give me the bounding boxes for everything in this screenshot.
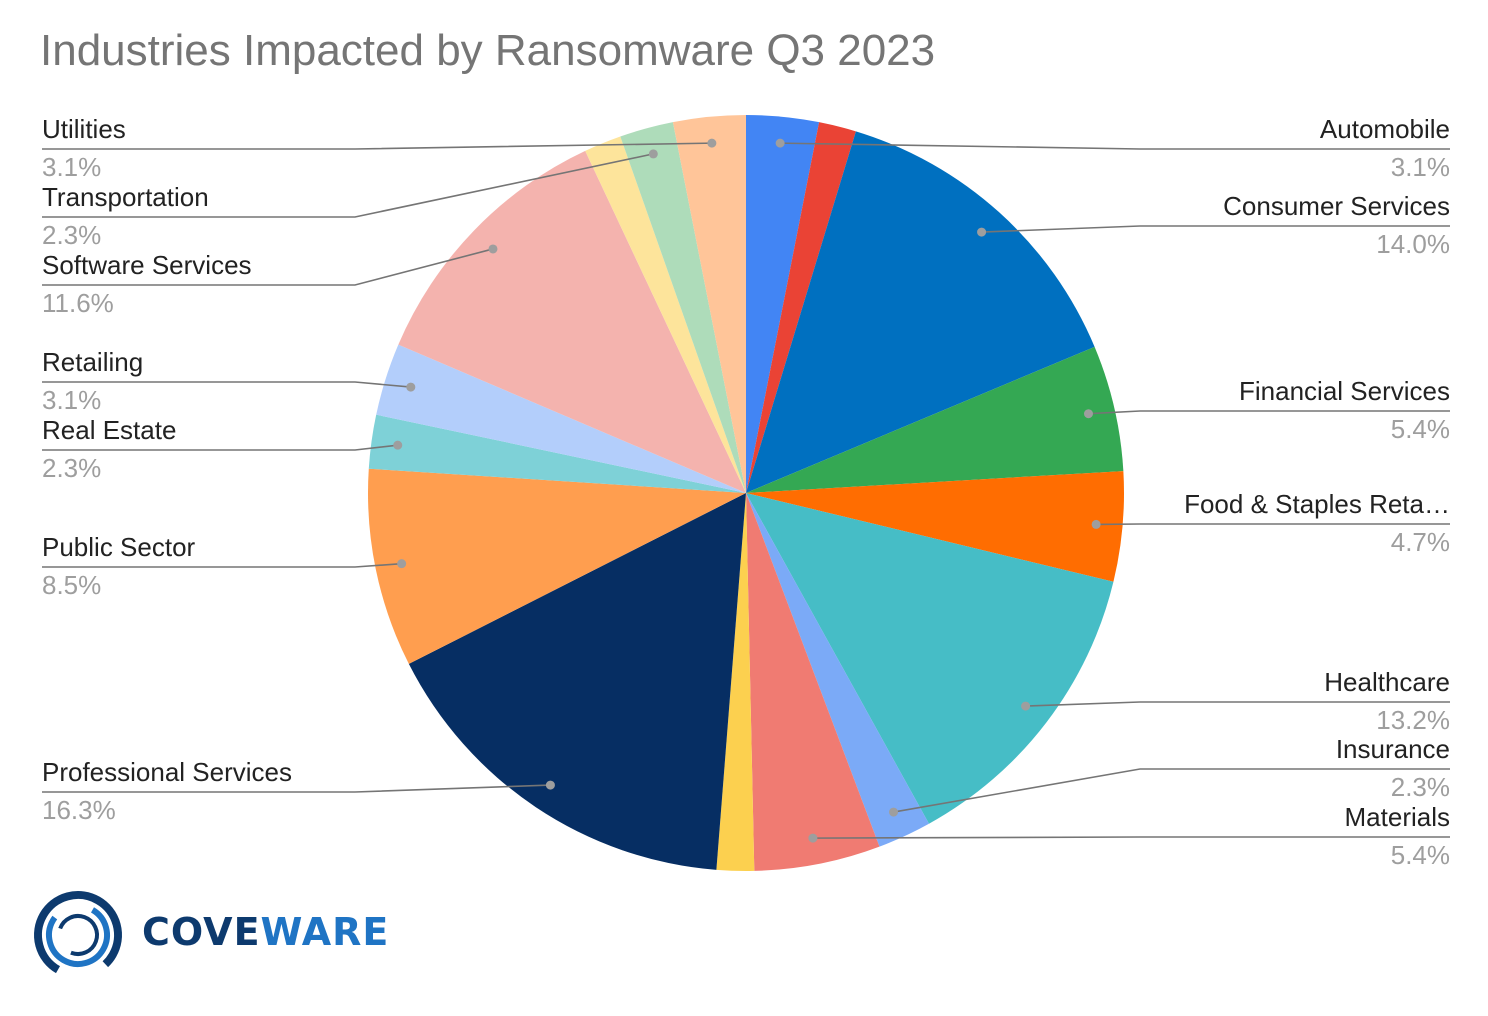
leader-dot-materials (808, 833, 818, 843)
pie-slice-unlabeled-1 (746, 122, 856, 494)
coveware-logo-icon (34, 891, 122, 979)
slice-percent-healthcare: 13.2% (1376, 705, 1450, 735)
leader-line-transportation (42, 153, 654, 218)
coveware-wordmark: COVEWARE (142, 910, 390, 954)
leader-dot-financial-services (1083, 409, 1093, 419)
leader-dot-public-sector (397, 559, 407, 569)
slice-percent-materials: 5.4% (1391, 840, 1450, 870)
slice-label-healthcare: Healthcare (1324, 667, 1450, 697)
pie-slice-transportation (620, 122, 746, 494)
leader-dot-transportation (648, 149, 658, 159)
leader-dot-insurance (889, 807, 899, 817)
chart-title: Industries Impacted by Ransomware Q3 202… (40, 26, 936, 75)
pie-slice-materials (746, 493, 880, 871)
leader-line-retailing (42, 381, 411, 388)
pie-slice-retailing (376, 344, 746, 493)
leader-dot-food-staples-reta (1091, 519, 1101, 529)
slice-label-public-sector: Public Sector (42, 532, 196, 562)
slice-label-food-staples-reta: Food & Staples Reta… (1184, 489, 1450, 519)
leader-line-software-services (42, 248, 494, 286)
leader-lines (42, 138, 1450, 843)
slice-percent-transportation: 2.3% (42, 220, 101, 250)
pie-slice-consumer-services (746, 131, 1095, 494)
pie-slice-automobile (746, 115, 820, 493)
pie-slice-unlabeled-14 (585, 136, 746, 493)
leader-dot-retailing (406, 382, 416, 392)
pie-slice-professional-services (408, 493, 746, 870)
coveware-logo: COVEWARE (32, 890, 388, 980)
pie-slice-unlabeled-8 (716, 493, 755, 872)
pie-slice-public-sector (368, 468, 746, 664)
pie-slice-financial-services (746, 346, 1124, 493)
slice-percent-consumer-services: 14.0% (1376, 229, 1450, 259)
leader-dot-software-services (488, 244, 498, 254)
pie-slice-software-services (398, 150, 746, 493)
leader-line-automobile (780, 142, 1450, 150)
slice-percent-real-estate: 2.3% (42, 453, 101, 483)
leader-line-real-estate (42, 444, 398, 451)
slice-percent-software-services: 11.6% (42, 288, 114, 318)
slice-percent-public-sector: 8.5% (42, 570, 101, 600)
pie-slice-food-staples-reta (746, 471, 1124, 582)
leader-dot-professional-services (545, 780, 555, 790)
slice-percent-automobile: 3.1% (1391, 152, 1450, 182)
slice-percent-utilities: 3.1% (42, 152, 101, 182)
leader-dot-automobile (775, 138, 785, 148)
slice-label-financial-services: Financial Services (1239, 376, 1450, 406)
pie-slice-real-estate (368, 414, 746, 493)
leader-line-insurance (893, 768, 1450, 813)
slice-label-retailing: Retailing (42, 347, 143, 377)
pie-slice-insurance (746, 493, 929, 847)
slice-percent-food-staples-reta: 4.7% (1391, 527, 1450, 557)
leader-dot-healthcare (1021, 701, 1031, 711)
leader-dot-consumer-services (977, 227, 987, 237)
slice-label-utilities: Utilities (42, 114, 126, 144)
leader-line-financial-services (1088, 410, 1450, 415)
leader-line-materials (812, 836, 1450, 839)
leader-line-consumer-services (981, 225, 1450, 233)
pie-slice-healthcare (746, 493, 1114, 824)
slice-label-transportation: Transportation (42, 182, 209, 212)
leader-line-utilities (42, 142, 712, 150)
slice-label-professional-services: Professional Services (42, 757, 292, 787)
pie-slice-utilities (672, 115, 746, 493)
slice-label-automobile: Automobile (1320, 114, 1450, 144)
slice-percent-retailing: 3.1% (42, 385, 101, 415)
slice-percent-insurance: 2.3% (1391, 772, 1450, 802)
pie-slices (368, 115, 1124, 872)
leader-line-professional-services (42, 784, 551, 793)
leader-line-healthcare (1025, 701, 1450, 707)
slice-percent-financial-services: 5.4% (1391, 414, 1450, 444)
slice-label-software-services: Software Services (42, 250, 252, 280)
leader-dot-real-estate (393, 440, 403, 450)
slice-label-consumer-services: Consumer Services (1223, 191, 1450, 221)
slice-percent-professional-services: 16.3% (42, 795, 116, 825)
leader-dot-utilities (707, 138, 717, 148)
slice-label-materials: Materials (1345, 802, 1450, 832)
leader-line-public-sector (42, 562, 402, 568)
slice-label-insurance: Insurance (1336, 734, 1450, 764)
slice-labels: Automobile 3.1% Consumer Services 14.0% Fina… (42, 114, 1450, 870)
slice-label-real-estate: Real Estate (42, 415, 176, 445)
